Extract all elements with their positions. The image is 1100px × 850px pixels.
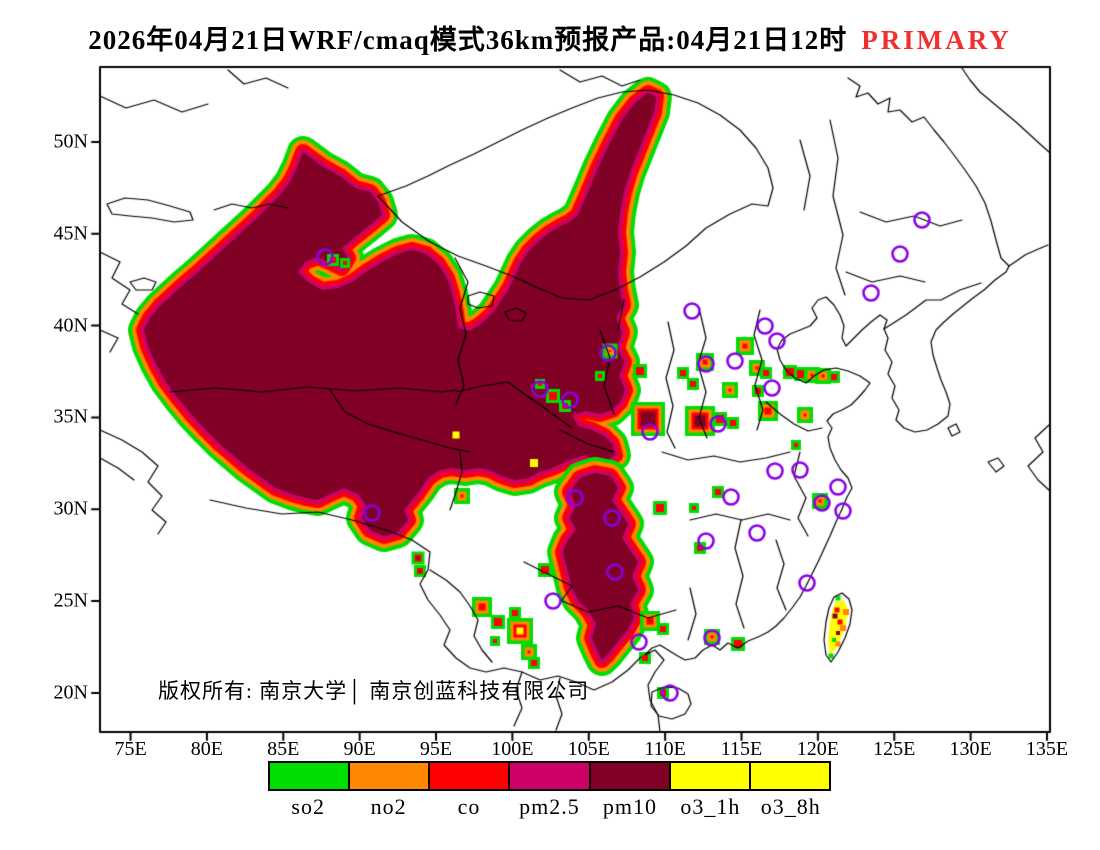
x-axis-tick-label: 80E [190,738,224,760]
x-axis-tick-label: 125E [873,738,916,760]
legend-swatch-o3_1h [670,763,751,789]
x-axis-tick-label: 95E [419,738,453,760]
legend-label-pm2.5: pm2.5 [519,794,580,819]
y-axis-tick-label: 30N [53,497,88,520]
y-axis-tick-label: 45N [53,222,88,245]
x-axis-tick-label: 105E [567,738,610,760]
y-axis-tick-label: 35N [53,405,88,428]
y-axis-tick-label: 25N [53,589,88,612]
x-axis-tick-label: 100E [491,738,534,760]
x-axis-tick-label: 90E [343,738,376,760]
x-axis-tick-label: 130E [949,738,992,760]
x-axis-tick-label: 135E [1025,738,1069,760]
legend-label-o3_1h: o3_1h [680,794,741,819]
x-axis-tick-label: 120E [796,738,839,760]
x-axis-tick-label: 115E [720,738,763,760]
legend-swatch-o3_8h [750,763,829,789]
legend-label-co: co [457,794,481,819]
legend-label-pm10: pm10 [602,794,657,819]
x-axis-tick-label: 85E [267,738,300,760]
legend-swatch-co [430,763,511,789]
legend-swatch-pm2.5 [510,763,591,789]
x-axis-tick-label: 75E [114,738,147,760]
title-text: 2026年04月21日WRF/cmaq模式36km预报产品:04月21日12时 [88,25,848,55]
legend-swatch-pm10 [590,763,671,789]
legend-swatch-so2 [270,763,351,789]
copyright-text: 版权所有: 南京大学│ 南京创蓝科技有限公司 [158,679,590,703]
legend: so2 no2 co pm2.5 pm10 o3_1h o3_8h [268,761,831,820]
legend-colorbar [268,761,831,791]
legend-label-so2: so2 [291,794,325,819]
y-axis-tick-label: 50N [53,130,88,153]
y-axis-tick-label: 20N [53,681,88,704]
legend-labels: so2 no2 co pm2.5 pm10 o3_1h o3_8h [268,794,831,820]
y-axis-tick-label: 40N [53,314,88,337]
x-axis-tick-label: 110E [644,738,686,760]
legend-label-o3_8h: o3_8h [760,794,821,819]
legend-label-no2: no2 [370,794,407,819]
page-title: 2026年04月21日WRF/cmaq模式36km预报产品:04月21日12时 P… [0,18,1100,57]
legend-swatch-no2 [350,763,431,789]
title-run-tag: PRIMARY [861,25,1012,55]
